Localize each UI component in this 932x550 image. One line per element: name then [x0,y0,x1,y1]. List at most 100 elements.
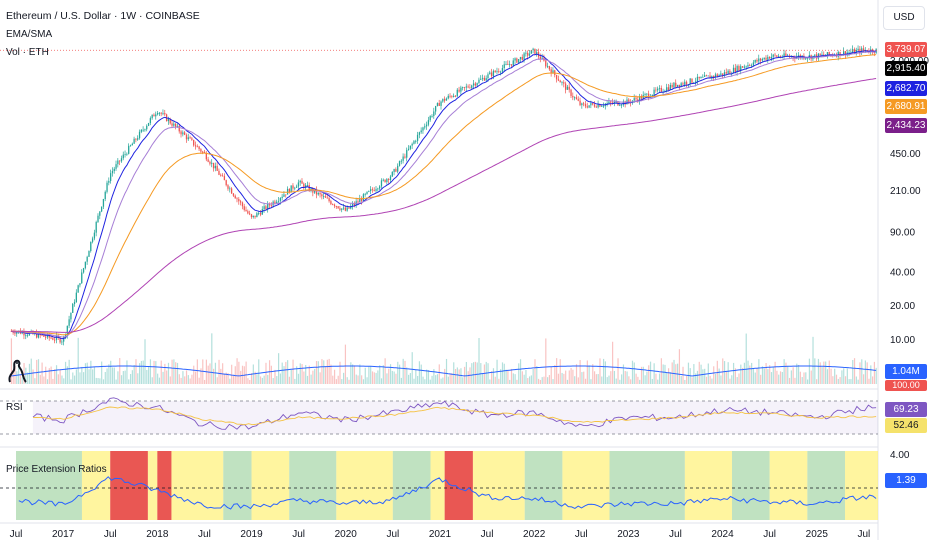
candle-body [601,105,603,107]
candle-body [124,154,126,155]
volume-bar [122,371,124,384]
volume-bar [395,373,397,384]
candle-body [332,204,334,205]
volume-bar [521,371,523,384]
volume-bar [129,374,132,384]
volume-bar [642,366,644,384]
volume-bar [503,363,505,384]
candle-body [66,325,68,335]
candle-body [420,130,422,133]
candle-body [144,129,146,131]
pe-label[interactable]: Price Extension Ratios [6,464,107,475]
volume-bar [624,370,626,384]
volume-bar [93,367,96,384]
volume-bar [417,375,419,384]
volume-bar [413,378,415,384]
volume-bar [471,363,473,384]
volume-bar [193,365,195,384]
candle-body [844,51,847,56]
candle-body [734,67,736,73]
volume-bar [552,379,554,384]
indicator-label-ema-sma[interactable]: EMA/SMA [6,29,53,40]
pe-zone [157,451,172,520]
volume-bar [570,367,572,384]
candle-body [805,58,807,60]
candle-body [823,54,825,56]
candle-body [366,191,368,194]
volume-bar [346,377,348,384]
volume-bar [391,370,393,384]
volume-bar [258,359,260,384]
candle-body [86,256,88,262]
candle-body [364,193,366,195]
volume-bar [810,370,812,384]
candle-body [263,206,265,210]
candle-body [377,188,379,190]
candle-body [678,84,681,87]
candle-body [160,112,162,114]
volume-bar [599,358,601,384]
candle-body [360,198,363,201]
volume-bar [310,374,312,384]
candle-body [37,333,40,338]
candle-body [28,332,31,336]
time-axis-label: Jul [481,529,494,540]
volume-bar [290,369,292,384]
candle-body [669,84,671,91]
candle-body [389,176,392,180]
candle-body [523,53,525,60]
candle-body [119,160,121,162]
volume-bar [500,369,502,384]
tradingview-logo-icon[interactable] [6,358,28,386]
volume-bar [870,365,872,384]
volume-bar [844,376,847,384]
volume-bar [160,360,162,384]
candle-body [424,126,426,128]
time-axis-label: Jul [386,529,399,540]
candle-body [438,103,440,106]
pe-zone [731,451,770,520]
candle-body [727,70,729,74]
candle-body [718,74,720,77]
candle-body [63,336,65,342]
volume-bar [774,361,776,384]
candle-body [703,75,706,77]
volume-bar [241,365,244,384]
volume-bar [832,376,834,384]
volume-bar [435,375,437,384]
candle-body [122,154,124,159]
candle-body [229,188,231,190]
candle-body [84,261,87,269]
candle-body [131,143,133,146]
volume-bar [111,367,114,384]
volume-bar [361,375,363,384]
rsi-label[interactable]: RSI [6,402,23,413]
candle-body [483,77,486,81]
candle-body [460,87,462,92]
volume-bar [467,371,469,384]
currency-button[interactable]: USD [883,6,925,30]
pe-zone [562,451,610,520]
candle-body [655,89,657,91]
rsi-band [32,401,878,434]
candle-body [211,162,213,164]
candle-body [691,78,693,83]
volume-bar [92,369,94,384]
candle-body [167,119,170,122]
candle-body [666,87,668,91]
volume-ma-line [11,365,877,377]
candle-body [563,82,565,84]
candle-body [90,241,92,252]
volume-bar [404,360,406,384]
candle-body [593,104,596,107]
indicator-label-volume[interactable]: Vol · ETH [6,47,49,58]
volume-bar [525,370,527,384]
candle-body [113,168,115,171]
pe-zone [110,451,148,520]
candle-body [185,134,188,140]
candle-body [709,75,711,79]
candle-body [611,102,614,104]
candle-body [319,192,321,195]
candle-body [61,341,63,343]
